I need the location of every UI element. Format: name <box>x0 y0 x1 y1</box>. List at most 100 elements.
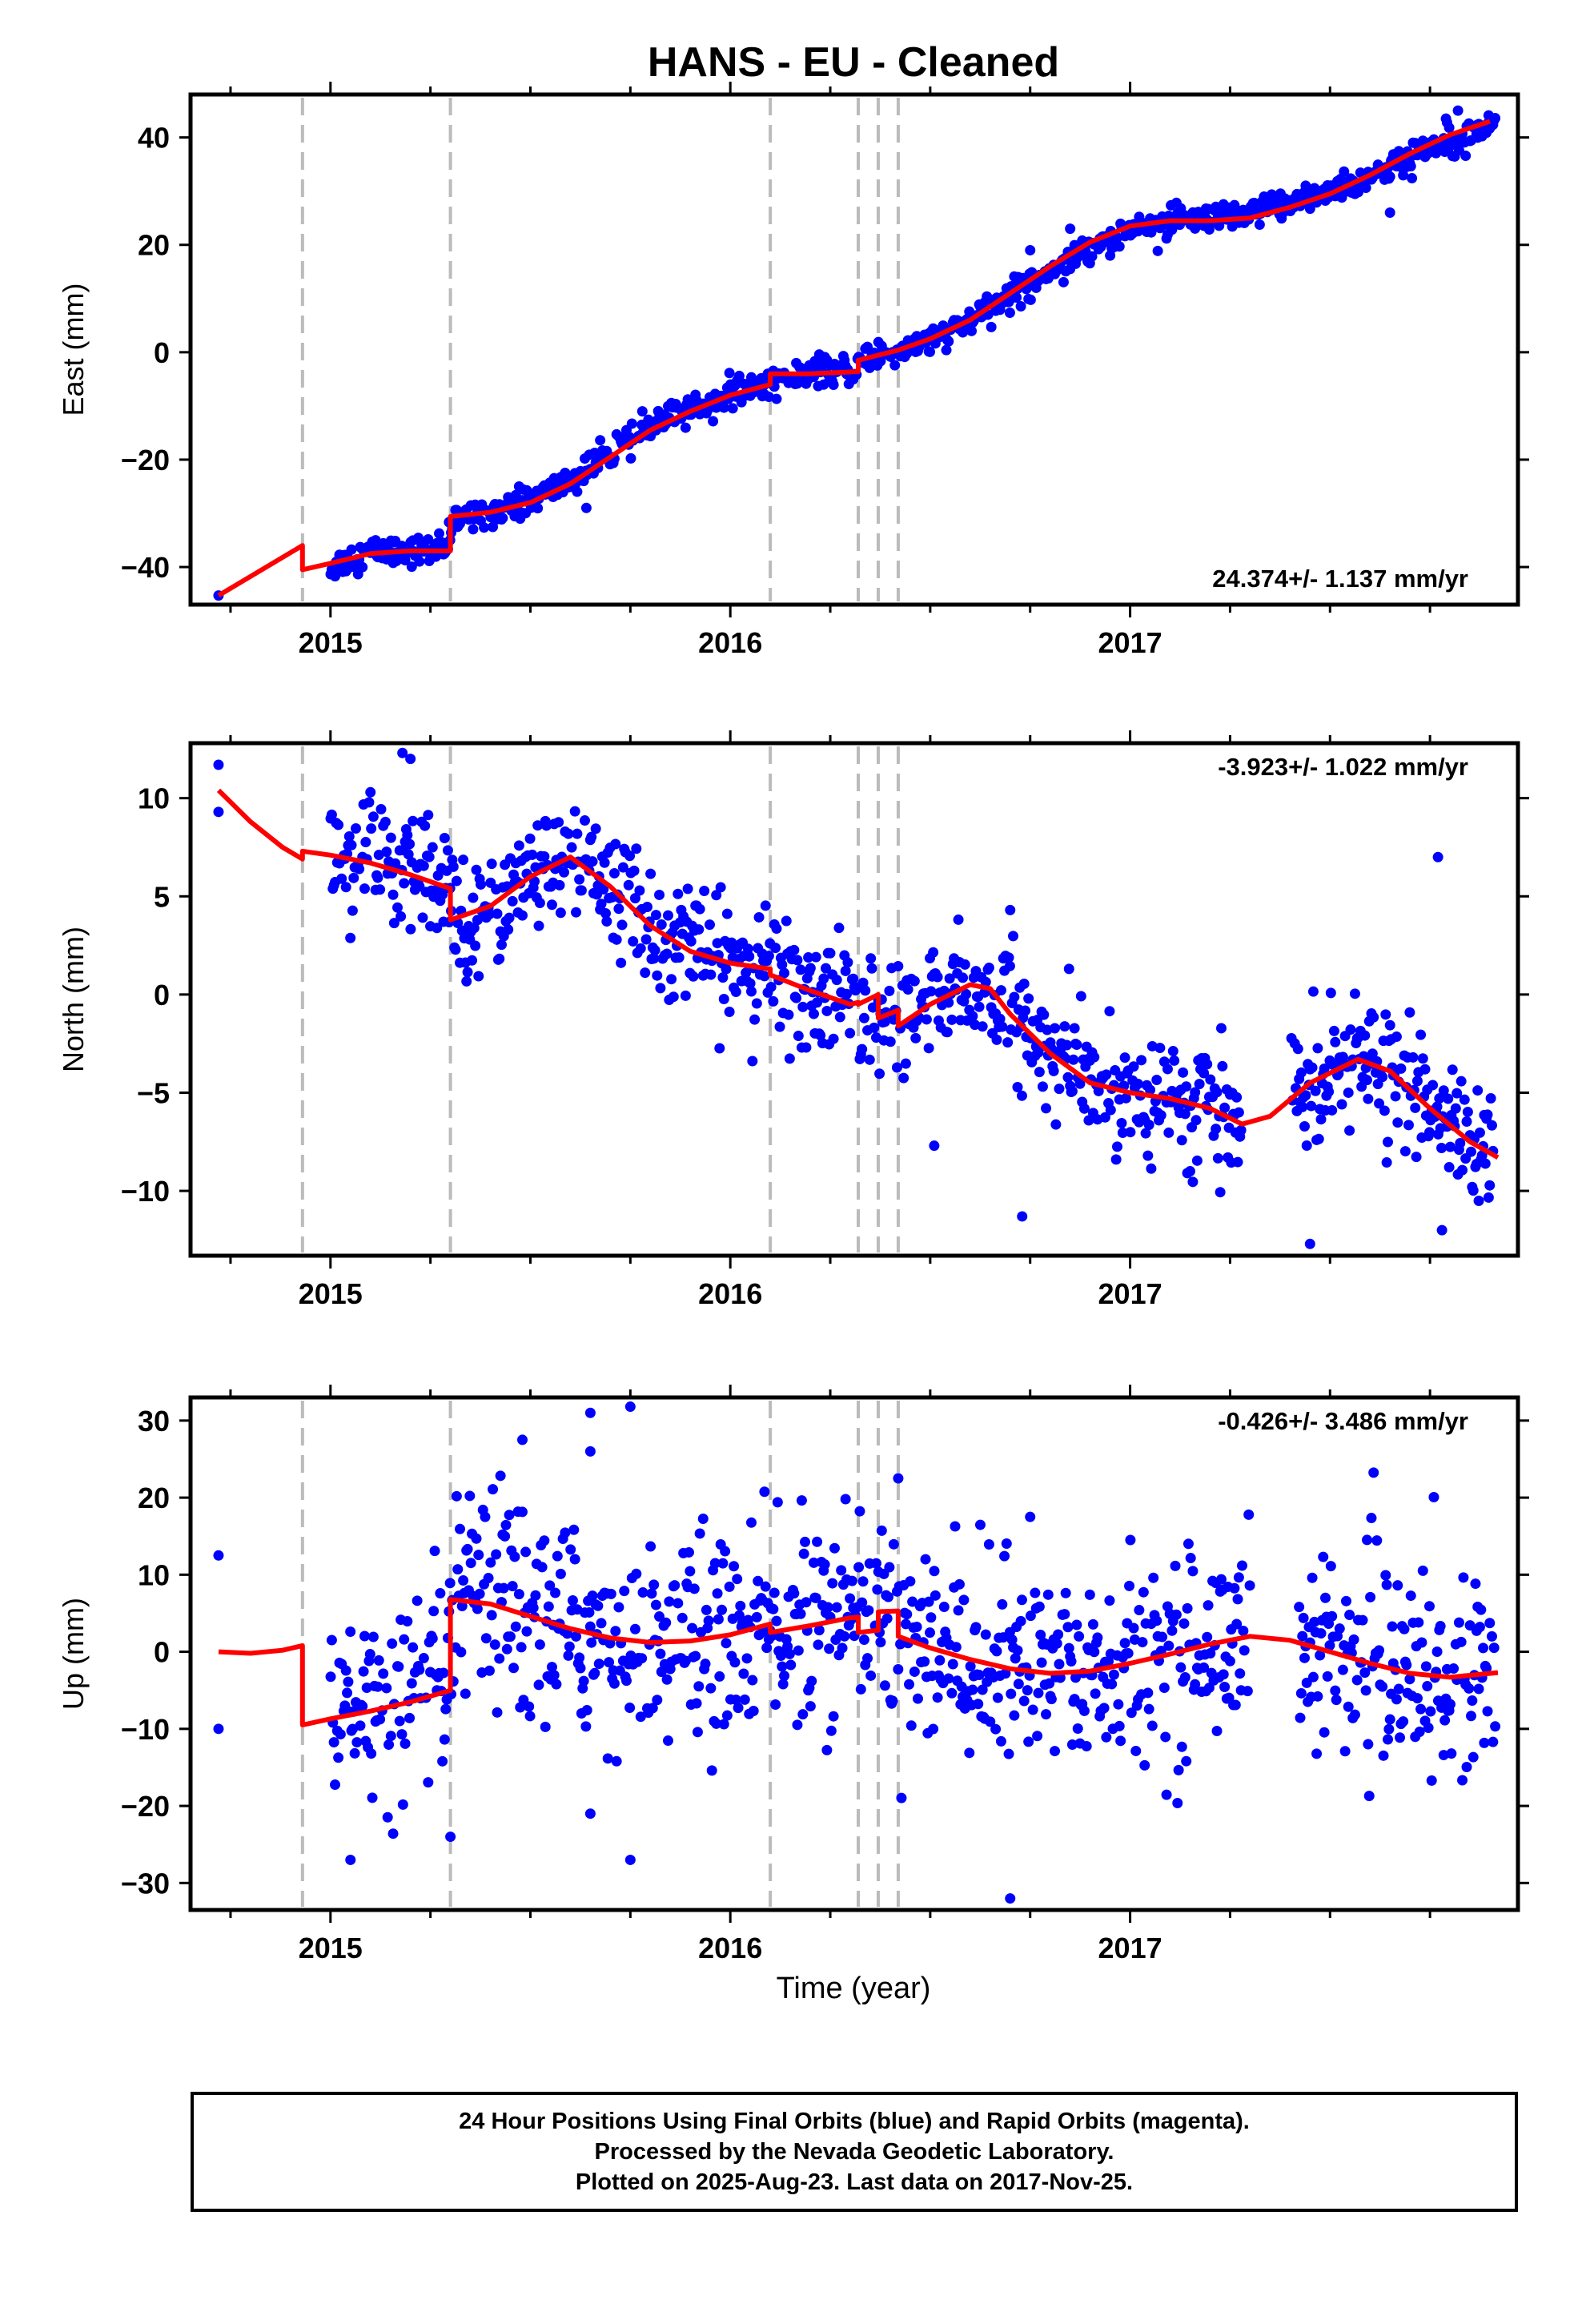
data-point <box>1392 1580 1403 1591</box>
data-point <box>921 1014 932 1025</box>
data-point <box>1081 1741 1092 1752</box>
data-point <box>699 885 710 896</box>
data-point <box>1205 1074 1216 1085</box>
data-point <box>396 911 407 922</box>
data-point <box>1113 1699 1124 1710</box>
data-point <box>1417 1053 1428 1064</box>
data-point <box>442 845 453 856</box>
data-point <box>1126 1707 1137 1719</box>
data-point <box>1022 1685 1033 1696</box>
data-point <box>504 1510 515 1521</box>
data-point <box>822 1602 833 1613</box>
data-point <box>796 1495 807 1506</box>
data-point <box>1365 1591 1376 1602</box>
data-point <box>364 1649 375 1660</box>
data-point <box>213 806 224 818</box>
data-point <box>1312 1043 1323 1054</box>
data-point <box>1328 1025 1339 1036</box>
data-point <box>631 843 642 854</box>
data-point <box>340 1665 351 1676</box>
data-point <box>909 975 920 987</box>
data-point <box>1054 1659 1065 1670</box>
data-point <box>1146 1163 1157 1174</box>
data-point <box>1461 1761 1472 1772</box>
data-point <box>636 406 648 417</box>
data-point <box>1138 1586 1149 1598</box>
data-point <box>1152 245 1163 256</box>
data-point <box>967 1684 978 1695</box>
data-point <box>1292 1043 1303 1055</box>
data-point <box>593 1659 604 1670</box>
data-point <box>1101 1731 1112 1743</box>
data-point <box>1294 1602 1305 1613</box>
data-point <box>1137 1637 1148 1648</box>
data-point <box>932 1692 943 1703</box>
data-point <box>805 963 816 974</box>
data-point <box>1175 1662 1186 1673</box>
data-point <box>1444 1699 1456 1710</box>
data-point <box>524 1701 535 1712</box>
data-point <box>1344 1125 1355 1136</box>
data-point <box>1065 223 1076 235</box>
data-point <box>645 1541 656 1552</box>
data-point <box>500 1519 512 1530</box>
data-point <box>1434 1093 1445 1104</box>
data-point <box>1425 1706 1436 1717</box>
data-point <box>1154 1043 1166 1054</box>
data-point <box>452 1564 464 1575</box>
data-point <box>1025 1511 1036 1522</box>
data-point <box>624 1854 636 1865</box>
data-point <box>846 1575 857 1586</box>
data-point <box>599 857 610 868</box>
data-point <box>1380 1009 1391 1020</box>
data-point <box>1187 1566 1199 1577</box>
data-point <box>1407 173 1418 184</box>
data-point <box>647 1703 658 1714</box>
data-point <box>1323 1086 1335 1097</box>
data-point <box>378 1668 389 1679</box>
data-point <box>365 786 376 798</box>
data-point <box>1391 1694 1402 1705</box>
data-point <box>1319 1727 1330 1738</box>
data-point <box>729 1657 741 1668</box>
data-point <box>834 1011 845 1023</box>
data-point <box>974 1519 986 1530</box>
data-point <box>439 832 450 843</box>
data-point <box>1312 1691 1323 1702</box>
data-point <box>405 923 416 935</box>
data-point <box>1443 1162 1455 1173</box>
data-point <box>991 1646 1002 1657</box>
data-point <box>1366 1513 1377 1524</box>
data-point <box>661 1674 673 1685</box>
footer-line-3: Plotted on 2025-Aug-23. Last data on 201… <box>575 2169 1134 2195</box>
x-tick-label: 2015 <box>299 1277 363 1310</box>
data-point <box>1450 1103 1461 1114</box>
data-point <box>942 1027 953 1038</box>
data-point <box>1002 1037 1014 1048</box>
data-point <box>904 1679 915 1690</box>
data-point <box>520 1546 532 1558</box>
data-point <box>613 1602 624 1613</box>
data-point <box>1176 1135 1187 1146</box>
data-point <box>385 832 396 843</box>
data-point <box>336 873 347 884</box>
data-point <box>1092 1632 1103 1643</box>
data-point <box>473 1550 484 1561</box>
data-point <box>986 321 997 332</box>
data-point <box>438 1667 449 1679</box>
data-point <box>747 1675 758 1686</box>
data-point <box>342 1687 353 1699</box>
data-point <box>1360 1685 1371 1696</box>
data-point <box>1249 197 1260 208</box>
data-point <box>373 1655 384 1666</box>
data-point <box>624 850 636 862</box>
data-point <box>1473 1195 1484 1206</box>
data-point <box>427 842 438 853</box>
data-point <box>680 1655 691 1667</box>
model-fit-line <box>216 788 1500 1160</box>
data-point <box>1104 1595 1115 1606</box>
model-fit-line <box>217 119 1491 598</box>
data-point <box>546 1662 557 1673</box>
data-point <box>605 1588 616 1599</box>
